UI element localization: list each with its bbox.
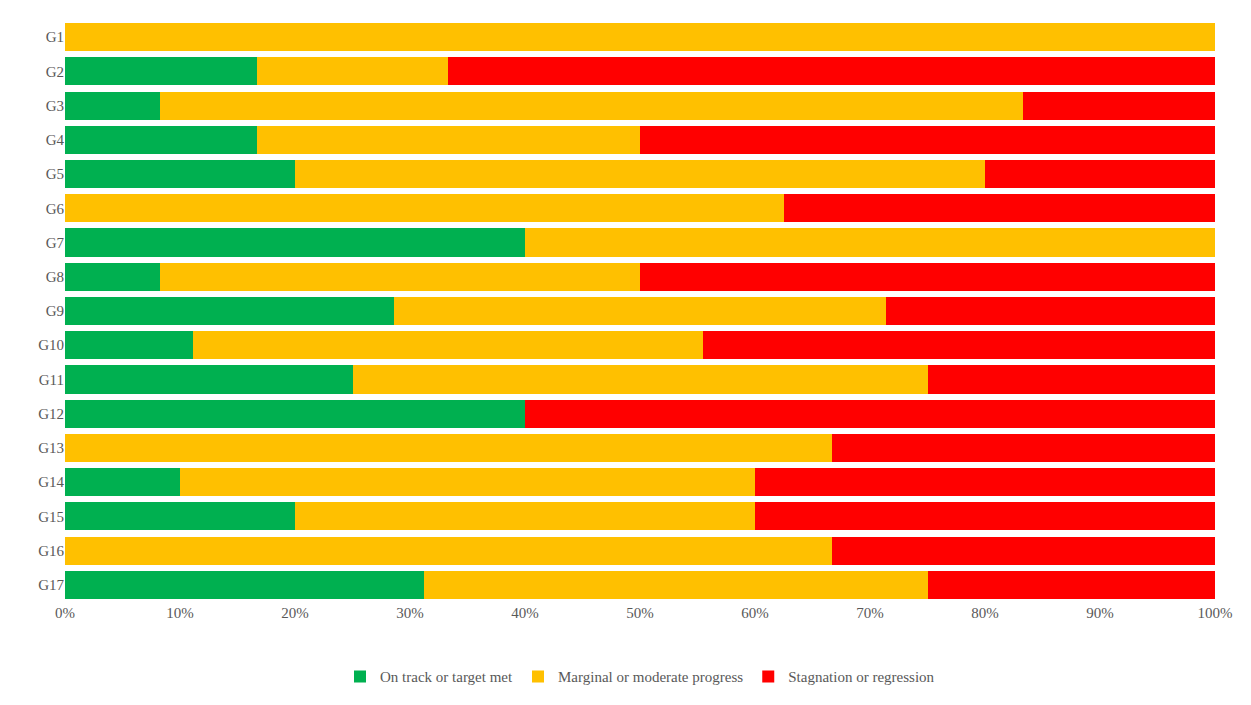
svg-text:100%: 100% xyxy=(1198,605,1233,621)
svg-text:G14: G14 xyxy=(38,474,64,490)
svg-text:G2: G2 xyxy=(46,64,64,80)
svg-text:G17: G17 xyxy=(38,577,64,593)
svg-text:G13: G13 xyxy=(38,440,64,456)
svg-text:60%: 60% xyxy=(741,605,769,621)
svg-text:G16: G16 xyxy=(38,543,64,559)
svg-text:G12: G12 xyxy=(38,406,64,422)
svg-text:G1: G1 xyxy=(46,29,64,45)
svg-text:80%: 80% xyxy=(971,605,999,621)
svg-text:Marginal or moderate progress: Marginal or moderate progress xyxy=(558,669,743,685)
svg-text:10%: 10% xyxy=(166,605,194,621)
svg-text:50%: 50% xyxy=(626,605,654,621)
svg-text:G6: G6 xyxy=(46,201,65,217)
svg-text:0%: 0% xyxy=(55,605,75,621)
svg-text:G15: G15 xyxy=(38,509,64,525)
svg-text:40%: 40% xyxy=(511,605,539,621)
svg-text:Stagnation or regression: Stagnation or regression xyxy=(788,669,934,685)
svg-text:70%: 70% xyxy=(856,605,884,621)
svg-text:90%: 90% xyxy=(1086,605,1114,621)
svg-text:G5: G5 xyxy=(46,166,64,182)
svg-text:G8: G8 xyxy=(46,269,64,285)
svg-text:G11: G11 xyxy=(39,372,64,388)
svg-text:20%: 20% xyxy=(281,605,309,621)
svg-text:G10: G10 xyxy=(38,337,64,353)
svg-text:G3: G3 xyxy=(46,98,64,114)
svg-text:G7: G7 xyxy=(46,235,65,251)
svg-text:G9: G9 xyxy=(46,303,64,319)
svg-text:On track or target met: On track or target met xyxy=(380,669,513,685)
svg-text:G4: G4 xyxy=(46,132,65,148)
svg-text:30%: 30% xyxy=(396,605,424,621)
